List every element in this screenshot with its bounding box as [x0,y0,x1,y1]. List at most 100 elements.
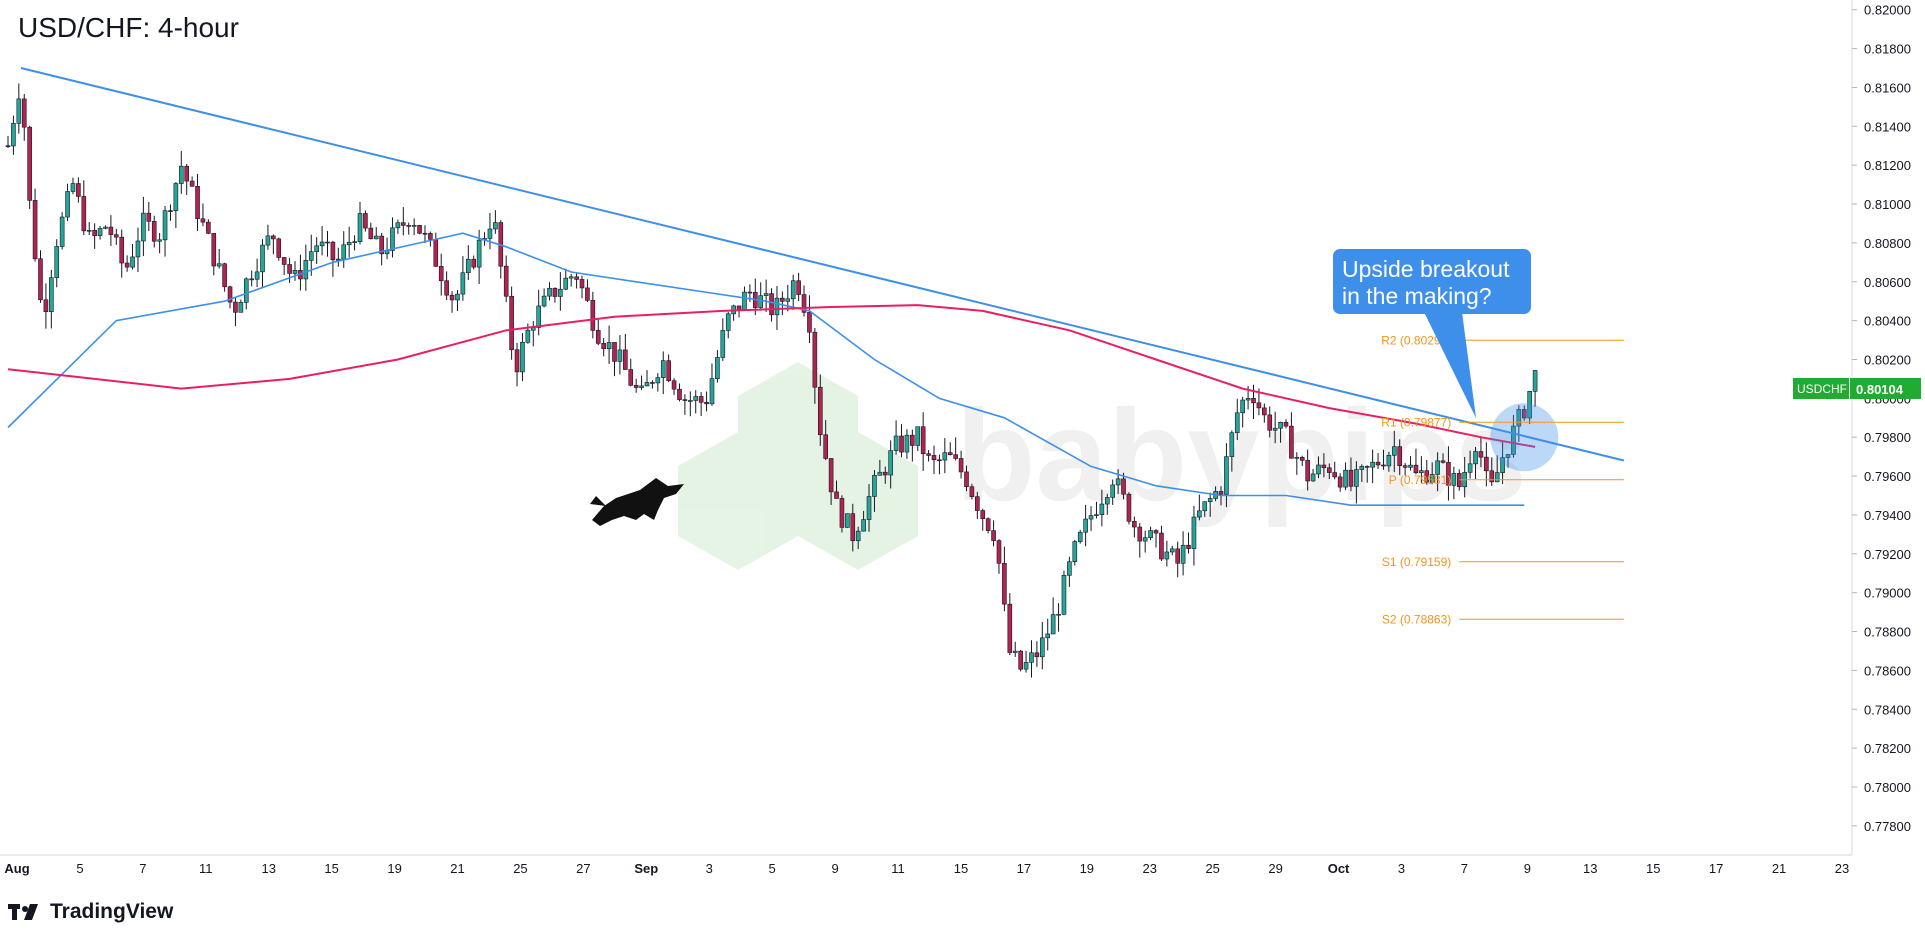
candle-body [130,256,135,268]
callout-line-2: in the making? [1342,283,1492,309]
chart-title: USD/CHF: 4-hour [18,12,239,43]
candle-body [910,434,915,446]
candle-body [1067,561,1072,576]
candle-body [855,530,861,542]
candle-body [1245,398,1251,401]
candle-body [1207,498,1213,503]
candle-body [639,385,644,388]
candlestick-series [5,83,1538,678]
candle-body [401,222,406,226]
candle-body [947,452,953,456]
candle-body [958,458,964,473]
candle-body [1473,451,1478,465]
candle-body [81,196,87,232]
candle-body [736,305,742,310]
candle-body [980,510,986,519]
candle-body [763,293,769,297]
price-tick-label: 0.81000 [1864,197,1911,212]
candle-body [16,98,22,124]
candle-body [780,297,785,302]
time-tick-label: 21 [1772,861,1786,876]
candle-body [1002,562,1007,605]
candle-body [1159,532,1164,560]
time-tick-label: 9 [831,861,838,876]
pivot-level-label: R1 (0.79877) [1381,415,1451,429]
candle-body [1094,514,1099,516]
time-tick-label: 7 [139,861,146,876]
candle-body [173,183,179,211]
price-tick-label: 0.78400 [1864,702,1911,717]
candle-body [292,270,298,274]
candle-body [124,262,130,268]
candle-body [601,343,606,349]
candle-body [379,235,384,255]
candle-body [195,185,200,220]
candle-body [1034,652,1040,658]
candle-body [796,280,801,295]
candle-body [341,244,347,260]
candle-body [1251,398,1256,404]
candle-body [1175,548,1180,564]
candle-body [1256,402,1262,409]
candle-body [465,258,471,274]
candle-body [541,295,547,307]
candle-body [92,229,97,236]
candle-body [38,258,43,301]
candle-body [899,435,904,453]
candle-body [845,513,850,528]
candle-body [330,241,336,261]
candle-body [493,222,498,230]
price-tick-label: 0.79200 [1864,547,1911,562]
last-price-symbol: USDCHF [1797,382,1847,396]
candle-body [21,98,27,128]
price-tick-label: 0.79000 [1864,586,1911,601]
price-tick-label: 0.80200 [1864,352,1911,367]
candle-body [790,280,796,300]
candle-body [417,225,422,234]
candle-body [1083,518,1088,533]
last-price-tag: USDCHF 0.80104 [1793,378,1921,399]
breakout-highlight-circle [1490,403,1559,472]
candle-body [926,453,931,456]
candle-body [1050,614,1056,635]
candle-body [281,257,287,265]
candle-body [43,299,49,312]
candle-body [877,471,883,476]
candle-body [97,228,103,236]
candle-body [509,295,514,351]
candle-body [227,286,233,303]
price-tick-label: 0.81800 [1864,42,1911,57]
candle-body [1327,467,1332,473]
tradingview-logo-icon [8,904,38,920]
candle-body [1197,510,1202,518]
time-tick-label: Sep [634,861,658,876]
time-axis[interactable]: Aug 5 7 11 13 15 19 21 25 27 Sep 3 5 9 11 15 17 19 23 25 29 O… [4,861,1849,876]
candle-body [211,233,217,267]
candle-body [1505,454,1511,458]
candle-body [964,471,969,487]
time-tick-label: 15 [1646,861,1660,876]
candle-body [915,426,921,446]
time-tick-label: 3 [706,861,713,876]
candle-body [931,455,937,461]
candle-body [200,218,206,223]
candle-body [1191,516,1197,549]
time-tick-label: 5 [769,861,776,876]
candle-body [1440,460,1446,463]
time-tick-label: 13 [1583,861,1597,876]
tradingview-brand[interactable]: TradingView [8,900,173,924]
candle-body [216,263,222,267]
candle-body [363,213,368,229]
candle-body [54,246,60,278]
candle-body [189,180,195,187]
candle-body [1310,473,1316,482]
candle-body [888,450,893,476]
pivot-level-label: S1 (0.79159) [1382,555,1451,569]
candle-body [476,239,482,268]
candle-body [178,165,184,184]
price-tick-label: 0.81600 [1864,80,1911,95]
candle-body [1386,454,1392,467]
candle-body [585,287,590,301]
time-tick-label: 25 [513,861,527,876]
candle-body [1332,472,1338,478]
